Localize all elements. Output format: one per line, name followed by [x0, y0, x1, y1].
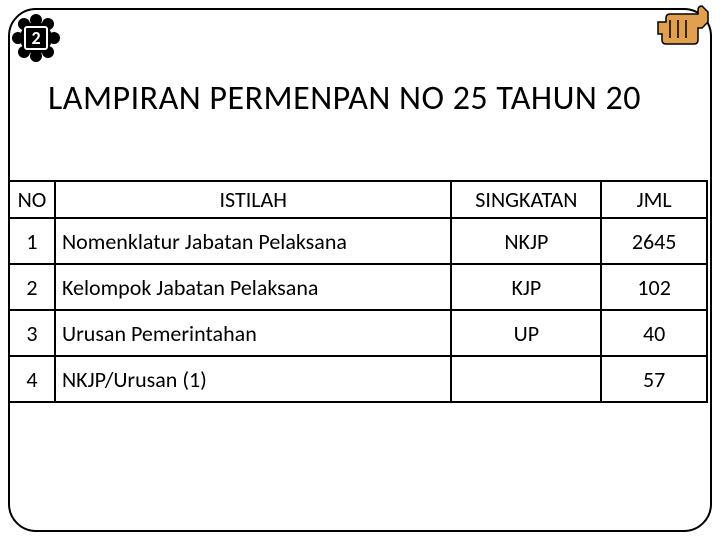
- istilah-table: NO ISTILAH SINGKATAN JML 1Nomenklatur Ja…: [8, 180, 708, 403]
- col-no-header: NO: [9, 181, 55, 218]
- cell-singkatan: NKJP: [451, 218, 601, 264]
- hand-pointer-icon: [652, 4, 712, 52]
- cell-no: 1: [9, 218, 55, 264]
- table-row: 3Urusan PemerintahanUP40: [9, 310, 707, 356]
- cell-no: 4: [9, 356, 55, 402]
- col-sing-header: SINGKATAN: [451, 181, 601, 218]
- table-header: NO ISTILAH SINGKATAN JML: [9, 181, 707, 218]
- table-row: 2Kelompok Jabatan PelaksanaKJP102: [9, 264, 707, 310]
- col-jml-header: JML: [601, 181, 707, 218]
- cell-istilah: NKJP/Urusan (1): [55, 356, 451, 402]
- cell-no: 2: [9, 264, 55, 310]
- slide-number-badge: 2: [12, 14, 60, 62]
- cell-istilah: Kelompok Jabatan Pelaksana: [55, 264, 451, 310]
- cell-jml: 102: [601, 264, 707, 310]
- table-row: 1Nomenklatur Jabatan PelaksanaNKJP2645: [9, 218, 707, 264]
- cell-singkatan: KJP: [451, 264, 601, 310]
- cell-no: 3: [9, 310, 55, 356]
- slide-number: 2: [24, 26, 48, 50]
- cell-singkatan: UP: [451, 310, 601, 356]
- cell-singkatan: [451, 356, 601, 402]
- cell-jml: 57: [601, 356, 707, 402]
- col-ist-header: ISTILAH: [55, 181, 451, 218]
- cell-jml: 2645: [601, 218, 707, 264]
- table-row: 4NKJP/Urusan (1) 57: [9, 356, 707, 402]
- cell-jml: 40: [601, 310, 707, 356]
- page-title: LAMPIRAN PERMENPAN NO 25 TAHUN 20: [48, 78, 641, 119]
- cell-istilah: Urusan Pemerintahan: [55, 310, 451, 356]
- cell-istilah: Nomenklatur Jabatan Pelaksana: [55, 218, 451, 264]
